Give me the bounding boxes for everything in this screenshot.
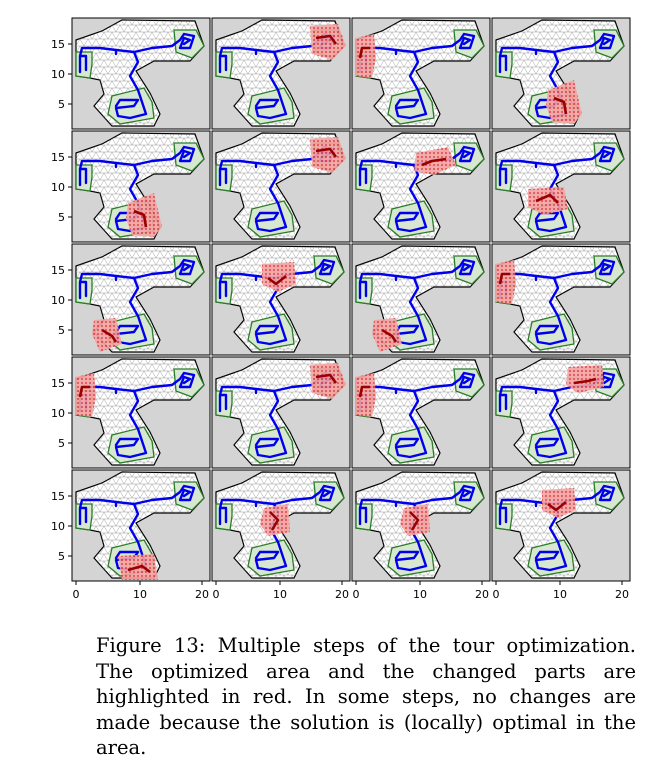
y-tick-label: 10 — [51, 294, 65, 307]
changed-tour-segment — [498, 272, 510, 285]
changed-tour-segment — [381, 328, 398, 343]
tour-optimization-figure: 15 10 5 15 10 5 15 10 5 15 10 5 15 10 5 0 10 20 0 10 20 0 10 20… — [51, 16, 632, 601]
y-tick-label: 15 — [51, 264, 65, 277]
y-tick-label: 15 — [51, 377, 65, 390]
x-tick-label: 10 — [553, 588, 567, 601]
panel-step-6 — [210, 129, 352, 244]
y-tick-label: 10 — [51, 181, 65, 194]
changed-tour-segment — [547, 500, 567, 512]
panel-step-10 — [210, 242, 352, 357]
panel-step-2 — [210, 16, 352, 131]
figure-caption: Figure 13: Multiple steps of the tour op… — [96, 634, 636, 759]
optimized-area-highlight — [92, 318, 122, 352]
panel-step-16 — [490, 355, 632, 470]
y-tick-label: 5 — [58, 211, 65, 224]
optimized-area-highlight — [262, 262, 296, 292]
optimized-area-highlight — [310, 137, 346, 173]
panel-step-14 — [210, 355, 352, 470]
changed-tour-segment — [315, 373, 338, 384]
panel-step-9 — [70, 242, 212, 357]
panel-step-13 — [70, 355, 212, 470]
panel-step-18 — [210, 468, 352, 583]
y-tick-label: 5 — [58, 437, 65, 450]
panel-step-5 — [70, 129, 212, 244]
changed-tour-segment — [573, 377, 597, 385]
changed-tour-segment — [535, 193, 559, 204]
optimized-area-highlight — [372, 318, 402, 352]
x-tick-label: 0 — [73, 588, 80, 601]
panel-step-15 — [350, 355, 492, 470]
panel-step-17 — [70, 468, 212, 583]
changed-tour-segment — [409, 511, 420, 531]
panel-step-7 — [350, 129, 492, 244]
y-tick-label: 10 — [51, 407, 65, 420]
changed-tour-segment — [133, 209, 148, 228]
optimized-area-highlight — [310, 24, 346, 60]
optimized-area-highlight — [75, 373, 96, 417]
x-tick-label: 0 — [213, 588, 220, 601]
x-tick-label: 0 — [353, 588, 360, 601]
x-tick-label: 20 — [195, 588, 209, 601]
panel-step-4 — [490, 16, 632, 131]
y-tick-label: 5 — [58, 98, 65, 111]
x-tick-label: 0 — [493, 588, 500, 601]
y-tick-label: 5 — [58, 550, 65, 563]
x-tick-label: 20 — [615, 588, 629, 601]
changed-tour-segment — [421, 157, 447, 167]
x-tick-label: 10 — [133, 588, 147, 601]
x-tick-label: 20 — [335, 588, 349, 601]
changed-tour-segment — [127, 564, 151, 574]
changed-tour-segment — [269, 511, 280, 531]
panel-step-11 — [350, 242, 492, 357]
optimized-area-highlight — [355, 34, 376, 78]
changed-tour-segment — [315, 147, 338, 158]
x-tick-label: 10 — [413, 588, 427, 601]
panel-step-20 — [490, 468, 632, 583]
changed-tour-segment — [358, 385, 370, 398]
changed-tour-segment — [101, 328, 118, 343]
panel-step-1 — [70, 16, 212, 131]
optimized-area-highlight — [400, 504, 430, 536]
panel-step-8 — [490, 129, 632, 244]
y-tick-label: 15 — [51, 490, 65, 503]
optimized-area-highlight — [542, 488, 576, 518]
changed-tour-segment — [315, 34, 338, 45]
panel-step-19 — [350, 468, 492, 583]
changed-tour-segment — [358, 46, 370, 59]
optimized-area-highlight — [566, 365, 604, 393]
x-tick-label: 20 — [475, 588, 489, 601]
y-tick-label: 15 — [51, 151, 65, 164]
y-tick-label: 5 — [58, 324, 65, 337]
panel-step-3 — [350, 16, 492, 131]
panel-step-12 — [490, 242, 632, 357]
optimized-area-highlight — [495, 260, 516, 304]
changed-tour-segment — [267, 274, 287, 286]
optimized-area-highlight — [528, 187, 568, 215]
x-tick-label: 10 — [273, 588, 287, 601]
y-tick-label: 15 — [51, 38, 65, 51]
y-tick-label: 10 — [51, 520, 65, 533]
optimized-area-highlight — [310, 363, 346, 399]
y-tick-label: 10 — [51, 68, 65, 81]
optimized-area-highlight — [260, 504, 290, 536]
changed-tour-segment — [78, 385, 90, 398]
optimized-area-highlight — [355, 373, 376, 417]
changed-tour-segment — [553, 96, 568, 115]
